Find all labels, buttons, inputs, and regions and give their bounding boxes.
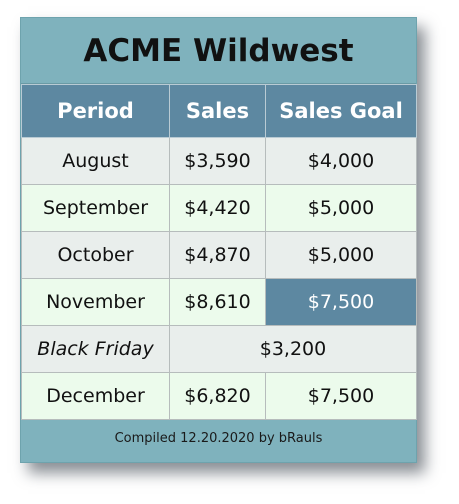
table-row: Black Friday $3,200: [21, 325, 417, 373]
table-row: September $4,420 $5,000: [21, 184, 417, 232]
sales-table: Period Sales Sales Goal August $3,590 $4…: [21, 84, 417, 420]
goal-cell: $4,000: [265, 137, 417, 185]
period-cell: August: [21, 137, 170, 185]
table-row: October $4,870 $5,000: [21, 231, 417, 279]
table-row: November $8,610 $7,500: [21, 278, 417, 326]
sales-card: ACME Wildwest Period Sales Sales Goal Au…: [20, 17, 417, 463]
table-footer: Compiled 12.20.2020 by bRauls: [114, 431, 323, 446]
sales-cell: $8,610: [169, 278, 266, 326]
table-row: August $3,590 $4,000: [21, 137, 417, 185]
period-cell: September: [21, 184, 170, 232]
period-cell: Black Friday: [21, 325, 170, 373]
period-cell: October: [21, 231, 170, 279]
goal-cell: $5,000: [265, 184, 417, 232]
goal-cell-highlighted: $7,500: [265, 278, 417, 326]
column-header-period: Period: [21, 84, 170, 138]
header-row: Period Sales Sales Goal: [21, 84, 417, 138]
period-cell: December: [21, 372, 170, 420]
period-cell: November: [21, 278, 170, 326]
sales-cell: $4,870: [169, 231, 266, 279]
sales-cell: $3,590: [169, 137, 266, 185]
table-title: ACME Wildwest: [21, 18, 416, 84]
column-header-sales: Sales: [169, 84, 266, 138]
table-row: December $6,820 $7,500: [21, 372, 417, 420]
sales-cell: $4,420: [169, 184, 266, 232]
goal-cell: $7,500: [265, 372, 417, 420]
merged-sales-cell: $3,200: [169, 325, 417, 373]
sales-cell: $6,820: [169, 372, 266, 420]
column-header-sales-goal: Sales Goal: [265, 84, 417, 138]
goal-cell: $5,000: [265, 231, 417, 279]
